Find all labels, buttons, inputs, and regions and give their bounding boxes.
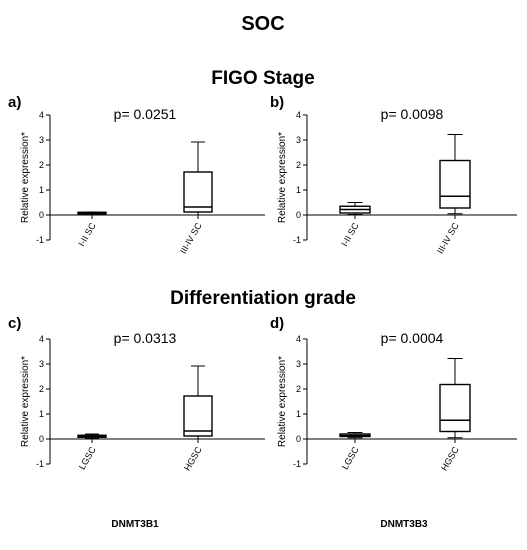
panel-letter: a) <box>8 94 21 111</box>
box-iqr <box>183 395 213 437</box>
y-tick-label: 1 <box>39 185 44 195</box>
p-value-label: p= 0.0251 <box>114 106 177 122</box>
gene-label-right: DNMT3B3 <box>380 519 428 530</box>
y-tick-label: 4 <box>39 334 44 344</box>
y-tick-label: 0 <box>296 434 301 444</box>
box-1: I-II SC <box>76 211 107 249</box>
y-tick-label: 3 <box>39 135 44 145</box>
x-category-label: HGSC <box>182 445 204 473</box>
y-tick-label: 2 <box>39 160 44 170</box>
x-category-label: HGSC <box>439 445 461 473</box>
y-tick-label: 4 <box>296 334 301 344</box>
y-axis-title: Relative expression* <box>20 132 31 223</box>
p-value-label: p= 0.0098 <box>381 106 444 122</box>
box-2: III-IV SC <box>435 134 471 256</box>
section-title-figo: FIGO Stage <box>211 68 314 89</box>
y-tick-label: -1 <box>36 459 44 469</box>
gene-label-left: DNMT3B1 <box>111 519 159 530</box>
p-value-label: p= 0.0313 <box>114 330 177 346</box>
y-tick-label: 4 <box>296 110 301 120</box>
panels: a) p= 0.0251 -1 0 1 2 3 4 Relative expression* I-… <box>8 94 517 473</box>
box-iqr <box>439 383 471 433</box>
box-2: HGSC <box>182 365 213 473</box>
y-tick-label: 0 <box>296 210 301 220</box>
section-title-differentiation: Differentiation grade <box>170 288 356 309</box>
panel-letter: c) <box>8 315 21 332</box>
x-category-label: III-IV SC <box>178 221 204 256</box>
y-tick-label: 1 <box>296 185 301 195</box>
x-category-label: LGSC <box>77 445 98 472</box>
chart-panel-1: a) p= 0.0251 -1 0 1 2 3 4 Relative expression* I-… <box>8 94 265 255</box>
y-tick-label: 4 <box>39 110 44 120</box>
y-tick-label: 1 <box>296 409 301 419</box>
y-tick-label: 2 <box>39 384 44 394</box>
box-1: LGSC <box>339 432 371 472</box>
y-tick-label: -1 <box>293 459 301 469</box>
y-tick-label: 1 <box>39 409 44 419</box>
box-2: HGSC <box>439 358 471 473</box>
y-tick-label: 3 <box>296 135 301 145</box>
y-tick-label: 2 <box>296 160 301 170</box>
y-tick-label: 0 <box>39 434 44 444</box>
y-tick-label: 2 <box>296 384 301 394</box>
p-value-label: p= 0.0004 <box>381 330 444 346</box>
y-tick-label: -1 <box>36 235 44 245</box>
chart-panel-4: d) p= 0.0004 -1 0 1 2 3 4 Relative expression* LG… <box>270 315 517 473</box>
y-tick-label: -1 <box>293 235 301 245</box>
y-tick-label: 3 <box>39 359 44 369</box>
box-2: III-IV SC <box>178 141 213 256</box>
x-category-label: I-II SC <box>76 221 98 249</box>
x-category-label: I-II SC <box>339 221 361 249</box>
y-axis-title: Relative expression* <box>20 356 31 447</box>
box-1: I-II SC <box>339 202 371 249</box>
chart-panel-3: c) p= 0.0313 -1 0 1 2 3 4 Relative expression* LG… <box>8 315 265 473</box>
box-iqr <box>439 159 471 209</box>
y-tick-label: 3 <box>296 359 301 369</box>
box-1: LGSC <box>77 433 107 472</box>
figure-title: SOC <box>241 13 284 35</box>
panel-letter: b) <box>270 94 284 111</box>
x-category-label: LGSC <box>340 445 361 472</box>
box-iqr <box>183 171 213 213</box>
y-tick-label: 0 <box>39 210 44 220</box>
chart-panel-2: b) p= 0.0098 -1 0 1 2 3 4 Relative expression* I-… <box>270 94 517 255</box>
y-axis-title: Relative expression* <box>277 132 288 223</box>
y-axis-title: Relative expression* <box>277 356 288 447</box>
x-category-label: III-IV SC <box>435 221 461 256</box>
panel-letter: d) <box>270 315 284 332</box>
